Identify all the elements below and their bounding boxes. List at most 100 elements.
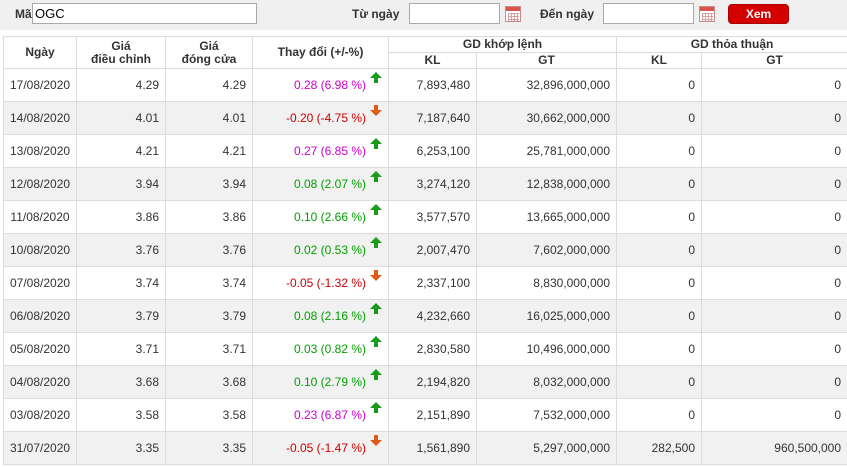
matched-volume-cell: 2,151,890 — [388, 398, 477, 432]
table-row: 11/08/2020 3.86 3.86 0.10 (2.66 %) 3,577,570… — [3, 200, 847, 234]
arrow-up-icon — [370, 204, 382, 216]
change-cell: 0.03 (0.82 %) — [252, 332, 389, 366]
agreed-value-cell: 0 — [701, 233, 847, 267]
view-button[interactable]: Xem — [728, 4, 789, 24]
arrow-up-icon — [370, 402, 382, 414]
header-close-price: Giá đóng cửa — [165, 36, 253, 69]
agreed-value-cell: 0 — [701, 68, 847, 102]
table-row: 13/08/2020 4.21 4.21 0.27 (6.85 %) 6,253,100… — [3, 134, 847, 168]
header-close-price-line2: đóng cửa — [181, 51, 237, 66]
matched-value-cell: 8,830,000,000 — [475, 266, 618, 300]
agreed-value-cell: 960,500,000 — [701, 431, 847, 465]
matched-volume-cell: 3,577,570 — [388, 200, 477, 234]
date-cell: 12/08/2020 — [3, 167, 77, 201]
header-adjusted-price: Giá điều chỉnh — [76, 36, 166, 69]
matched-volume-cell: 1,561,890 — [388, 431, 477, 465]
adjusted-price-cell: 4.29 — [76, 68, 166, 102]
table-row: 06/08/2020 3.79 3.79 0.08 (2.16 %) 4,232,660… — [3, 299, 847, 333]
matched-value-cell: 5,297,000,000 — [475, 431, 618, 465]
adjusted-price-cell: 3.74 — [76, 266, 166, 300]
change-value: 0.28 (6.98 %) — [293, 78, 366, 92]
matched-volume-cell: 3,274,120 — [388, 167, 477, 201]
agreed-value-cell: 0 — [701, 398, 847, 432]
matched-volume-cell: 2,830,580 — [388, 332, 477, 366]
adjusted-price-cell: 3.94 — [76, 167, 166, 201]
header-agreed-group: GD thỏa thuận — [616, 36, 847, 53]
arrow-up-icon — [370, 369, 382, 381]
matched-value-cell: 30,662,000,000 — [475, 101, 618, 135]
agreed-volume-cell: 0 — [616, 332, 703, 366]
date-cell: 31/07/2020 — [3, 431, 77, 465]
close-price-cell: 4.01 — [165, 101, 253, 135]
close-price-cell: 4.21 — [165, 134, 253, 168]
matched-volume-cell: 2,007,470 — [388, 233, 477, 267]
arrow-down-icon — [370, 105, 382, 117]
agreed-volume-cell: 0 — [616, 233, 703, 267]
arrow-up-icon — [370, 237, 382, 249]
change-cell: 0.08 (2.16 %) — [252, 299, 389, 333]
stock-code-input[interactable] — [32, 3, 257, 24]
from-date-label: Từ ngày — [352, 7, 400, 21]
table-body: 17/08/2020 4.29 4.29 0.28 (6.98 %) 7,893,480… — [3, 68, 847, 465]
change-value: 0.10 (2.66 %) — [293, 210, 366, 224]
date-cell: 03/08/2020 — [3, 398, 77, 432]
table-row: 14/08/2020 4.01 4.01 -0.20 (-4.75 %) 7,187,6… — [3, 101, 847, 135]
agreed-volume-cell: 0 — [616, 299, 703, 333]
header-matched-volume: KL — [388, 52, 477, 69]
agreed-volume-cell: 0 — [616, 167, 703, 201]
to-date-input[interactable] — [603, 3, 694, 24]
agreed-volume-cell: 0 — [616, 134, 703, 168]
date-cell: 11/08/2020 — [3, 200, 77, 234]
date-cell: 07/08/2020 — [3, 266, 77, 300]
adjusted-price-cell: 3.35 — [76, 431, 166, 465]
agreed-volume-cell: 0 — [616, 200, 703, 234]
close-price-cell: 3.35 — [165, 431, 253, 465]
change-value: 0.23 (6.87 %) — [293, 408, 366, 422]
agreed-value-cell: 0 — [701, 101, 847, 135]
change-cell: 0.02 (0.53 %) — [252, 233, 389, 267]
change-cell: 0.10 (2.66 %) — [252, 200, 389, 234]
date-cell: 17/08/2020 — [3, 68, 77, 102]
arrow-down-icon — [370, 270, 382, 282]
change-value: 0.03 (0.82 %) — [293, 342, 366, 356]
table-row: 07/08/2020 3.74 3.74 -0.05 (-1.32 %) 2,337,1… — [3, 266, 847, 300]
date-cell: 05/08/2020 — [3, 332, 77, 366]
matched-volume-cell: 2,194,820 — [388, 365, 477, 399]
agreed-volume-cell: 0 — [616, 365, 703, 399]
change-value: -0.20 (-4.75 %) — [285, 111, 366, 125]
change-value: 0.02 (0.53 %) — [293, 243, 366, 257]
table-row: 03/08/2020 3.58 3.58 0.23 (6.87 %) 2,151,890… — [3, 398, 847, 432]
agreed-value-cell: 0 — [701, 299, 847, 333]
change-cell: 0.10 (2.79 %) — [252, 365, 389, 399]
agreed-volume-cell: 282,500 — [616, 431, 703, 465]
change-value: 0.27 (6.85 %) — [293, 144, 366, 158]
arrow-up-icon — [370, 138, 382, 150]
adjusted-price-cell: 3.58 — [76, 398, 166, 432]
arrow-up-icon — [370, 171, 382, 183]
agreed-value-cell: 0 — [701, 134, 847, 168]
table-row: 12/08/2020 3.94 3.94 0.08 (2.07 %) 3,274,120… — [3, 167, 847, 201]
from-date-input[interactable] — [409, 3, 500, 24]
calendar-icon[interactable] — [699, 6, 715, 22]
table-row: 04/08/2020 3.68 3.68 0.10 (2.79 %) 2,194,820… — [3, 365, 847, 399]
adjusted-price-cell: 3.68 — [76, 365, 166, 399]
header-close-price-line1: Giá — [199, 38, 219, 53]
matched-value-cell: 7,602,000,000 — [475, 233, 618, 267]
matched-value-cell: 25,781,000,000 — [475, 134, 618, 168]
change-value: -0.05 (-1.32 %) — [285, 276, 366, 290]
close-price-cell: 3.86 — [165, 200, 253, 234]
to-date-label: Đến ngày — [540, 7, 595, 21]
table-row: 10/08/2020 3.76 3.76 0.02 (0.53 %) 2,007,470… — [3, 233, 847, 267]
change-cell: 0.28 (6.98 %) — [252, 68, 389, 102]
change-cell: -0.20 (-4.75 %) — [252, 101, 389, 135]
agreed-volume-cell: 0 — [616, 68, 703, 102]
date-cell: 10/08/2020 — [3, 233, 77, 267]
agreed-volume-cell: 0 — [616, 266, 703, 300]
stock-code-label: Mã — [15, 7, 32, 21]
close-price-cell: 4.29 — [165, 68, 253, 102]
adjusted-price-cell: 4.21 — [76, 134, 166, 168]
matched-value-cell: 8,032,000,000 — [475, 365, 618, 399]
agreed-volume-cell: 0 — [616, 101, 703, 135]
agreed-volume-cell: 0 — [616, 398, 703, 432]
calendar-icon[interactable] — [505, 6, 521, 22]
